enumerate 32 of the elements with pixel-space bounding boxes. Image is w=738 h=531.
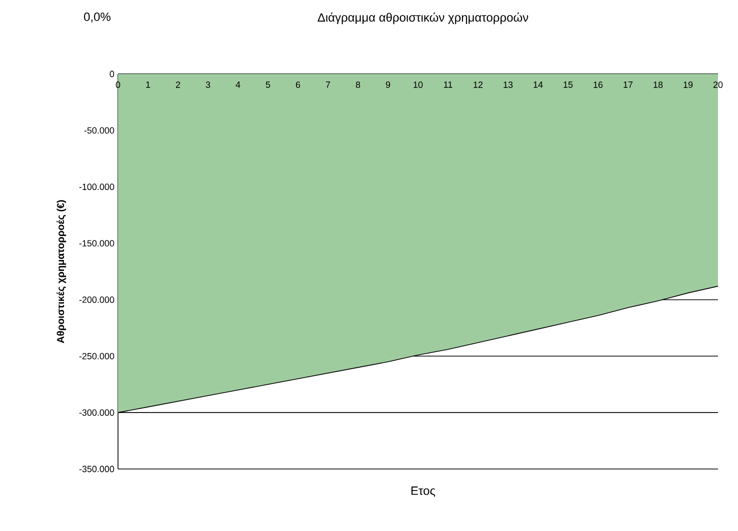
y-tick-label: -200.000 — [79, 296, 114, 303]
x-tick-label: 20 — [713, 82, 723, 88]
x-tick-label: 5 — [266, 82, 270, 88]
x-tick-label: 7 — [326, 82, 330, 88]
x-tick-label: 8 — [356, 82, 360, 88]
y-tick-label: -350.000 — [79, 466, 114, 472]
x-tick-label: 9 — [386, 82, 390, 88]
x-tick-label: 4 — [236, 82, 240, 88]
y-tick-label: -250.000 — [79, 352, 114, 360]
x-tick-label: 13 — [504, 82, 513, 88]
x-tick-label: 1 — [146, 82, 150, 88]
x-tick-label: 2 — [176, 82, 180, 88]
y-tick-label: -150.000 — [79, 240, 114, 246]
y-axis-title: Αθροιστικές χρηματορροές (€) — [56, 200, 66, 344]
x-tick-label: 17 — [624, 82, 633, 88]
x-axis-title: Ετος — [411, 486, 436, 497]
y-tick-label: 0 — [110, 70, 114, 78]
x-tick-label: 6 — [296, 82, 300, 88]
x-tick-label: 14 — [534, 82, 543, 88]
x-tick-label: 16 — [594, 82, 603, 88]
chart-title: Διάγραμμα αθροιστικών χρηματορροών — [318, 12, 528, 24]
x-tick-label: 18 — [654, 82, 663, 88]
x-tick-label: 11 — [444, 82, 452, 88]
x-tick-label: 19 — [684, 82, 693, 88]
text: 0,0% — [84, 12, 110, 22]
x-tick-label: 12 — [474, 82, 483, 88]
y-tick-label: -100.000 — [79, 184, 114, 190]
x-tick-label: 10 — [414, 82, 423, 88]
x-tick-label: 15 — [564, 82, 573, 88]
y-tick-label: -300.000 — [79, 409, 114, 416]
x-tick-label: 3 — [206, 82, 210, 88]
y-tick-label: -50.000 — [84, 127, 114, 134]
